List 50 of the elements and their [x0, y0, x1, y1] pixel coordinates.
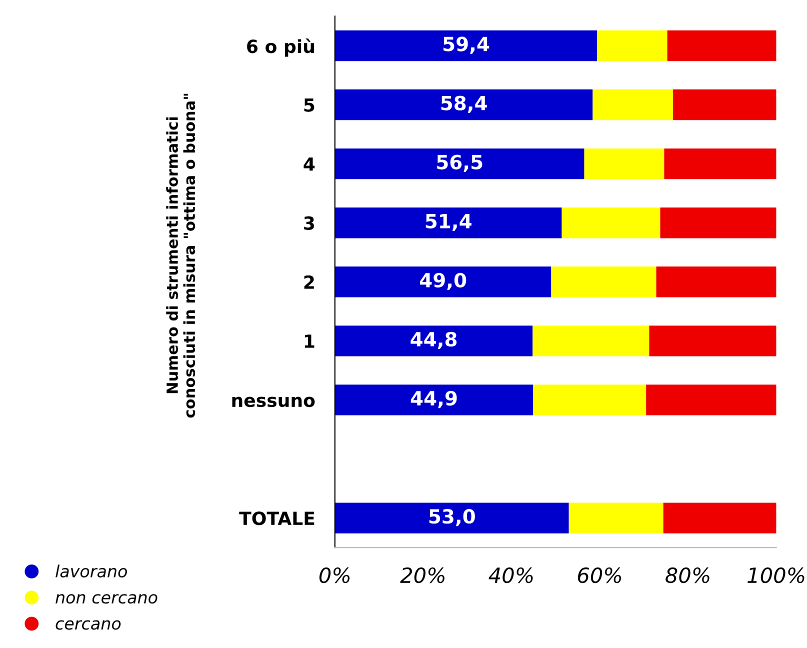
bar: [592, 89, 674, 120]
y-tick-label: 6 o più: [247, 38, 314, 57]
y-tick-label: 3: [304, 216, 314, 230]
bar: [673, 89, 776, 120]
bar: [334, 384, 534, 416]
y-tick-label: nessuno: [232, 396, 315, 408]
bar: [334, 326, 533, 356]
y-tick-label: 1: [304, 334, 314, 348]
bar: [584, 148, 664, 180]
bar: [334, 89, 593, 120]
y-tick-label: 2: [304, 275, 314, 289]
x-tick-label: 100%: [748, 567, 804, 584]
bar: [660, 207, 776, 238]
bar: [334, 30, 598, 62]
bar: [562, 207, 660, 238]
y-tick-label: 5: [304, 98, 314, 112]
data-label: 56,5: [437, 154, 482, 172]
bar: [646, 384, 776, 416]
data-label: 44,8: [410, 332, 457, 350]
bar: [649, 326, 776, 356]
data-label: 58,4: [441, 96, 487, 113]
legend-label: non cercano: [56, 594, 158, 604]
bar: [533, 384, 646, 416]
bar: [334, 266, 552, 298]
bar: [334, 148, 584, 180]
data-label: 53,0: [429, 508, 475, 526]
x-tick-label: 20%: [400, 567, 444, 584]
bar: [663, 502, 776, 534]
x-tick-label: 80%: [666, 567, 710, 584]
legend-label: cercano: [56, 620, 121, 630]
x-tick-label: 0%: [319, 567, 350, 584]
bar: [334, 207, 562, 238]
y-tick-label: TOTALE: [239, 512, 314, 526]
legend-label: lavorano: [56, 564, 127, 578]
x-tick-label: 60%: [578, 567, 622, 584]
bar: [334, 502, 569, 534]
bar: [656, 266, 776, 298]
y-axis-title: Numero di strumenti informatici conosciuti in misura "ottima o buona": [166, 94, 196, 418]
bar: [568, 502, 664, 534]
x-tick-label: 40%: [488, 567, 533, 584]
data-label: 49,0: [420, 272, 466, 290]
bar: [664, 148, 776, 180]
bar: [532, 326, 650, 356]
data-label: 51,4: [426, 214, 472, 231]
bar: [597, 30, 668, 62]
bar: [667, 30, 776, 62]
bar: [551, 266, 656, 298]
y-tick-label: 4: [304, 157, 315, 171]
data-label: 44,9: [410, 390, 457, 408]
data-label: 59,4: [444, 36, 490, 54]
